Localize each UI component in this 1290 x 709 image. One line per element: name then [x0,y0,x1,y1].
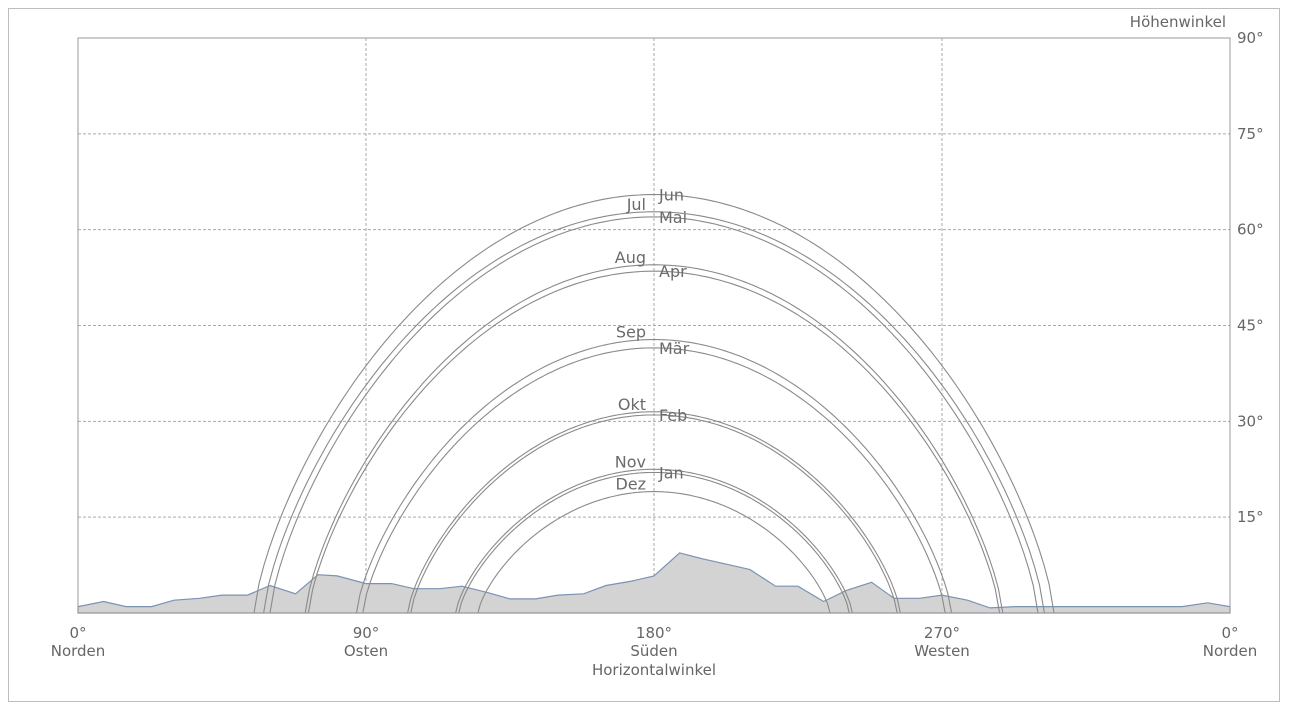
horizon-layer [77,552,1231,614]
month-label-jul: Jul [626,195,646,214]
month-label-dez: Dez [615,475,646,494]
y-tick-label-1: 30° [1237,412,1264,430]
y-tick-label-4: 75° [1237,125,1264,143]
sun-path-aug [304,264,1004,614]
sun-path-okt [407,411,901,614]
y-tick-label-3: 60° [1237,221,1264,239]
x-tick-direction-3: Westen [914,642,970,660]
sun-path-jul [263,211,1045,614]
month-label-okt: Okt [618,395,646,414]
grid-layer [78,38,1230,613]
sun-path-sep [355,339,953,614]
x-tick-label-2: 180° [636,624,672,642]
sun-path-nov [455,468,853,614]
month-label-aug: Aug [615,248,646,267]
x-axis-title: Horizontalwinkel [592,661,716,679]
x-tick-direction-0: Norden [51,642,106,660]
y-axis-title: Höhenwinkel [1130,13,1226,31]
sun-paths-layer [253,193,1055,614]
sun-path-feb [410,414,898,614]
y-tick-label-2: 45° [1237,317,1264,335]
month-label-mär: Mär [659,339,690,358]
month-label-sep: Sep [616,323,646,342]
y-tick-label-0: 15° [1237,508,1264,526]
sun-path-dez [477,491,831,614]
horizon-profile [77,552,1231,614]
month-label-feb: Feb [659,406,687,425]
sun-path-jun [253,193,1055,614]
month-labels-layer: Jun Jul Mai Aug Apr Sep Mär Okt Feb Nov Jan Dez [615,186,690,494]
month-label-jan: Jan [658,463,684,482]
sun-path-mai [269,216,1039,614]
x-tick-label-3: 270° [924,624,960,642]
x-tick-label-1: 90° [353,624,380,642]
x-tick-direction-1: Osten [344,642,388,660]
sun-path-jan [458,471,850,614]
x-tick-direction-2: Süden [630,642,677,660]
sun-path-mär [362,347,946,614]
x-tick-label-0: 0° [69,624,86,642]
month-label-mai: Mai [659,208,687,227]
sun-path-apr [307,270,1001,614]
x-tick-label-4: 0° [1221,624,1238,642]
month-label-nov: Nov [615,452,646,471]
plot-area-border [77,37,1231,614]
y-tick-label-5: 90° [1237,29,1264,47]
x-tick-direction-4: Norden [1203,642,1258,660]
month-label-apr: Apr [659,262,687,281]
axis-labels-layer: 15°30°45°60°75°90°0°Norden90°Osten180°Sü… [51,29,1264,660]
month-label-jun: Jun [658,186,684,205]
